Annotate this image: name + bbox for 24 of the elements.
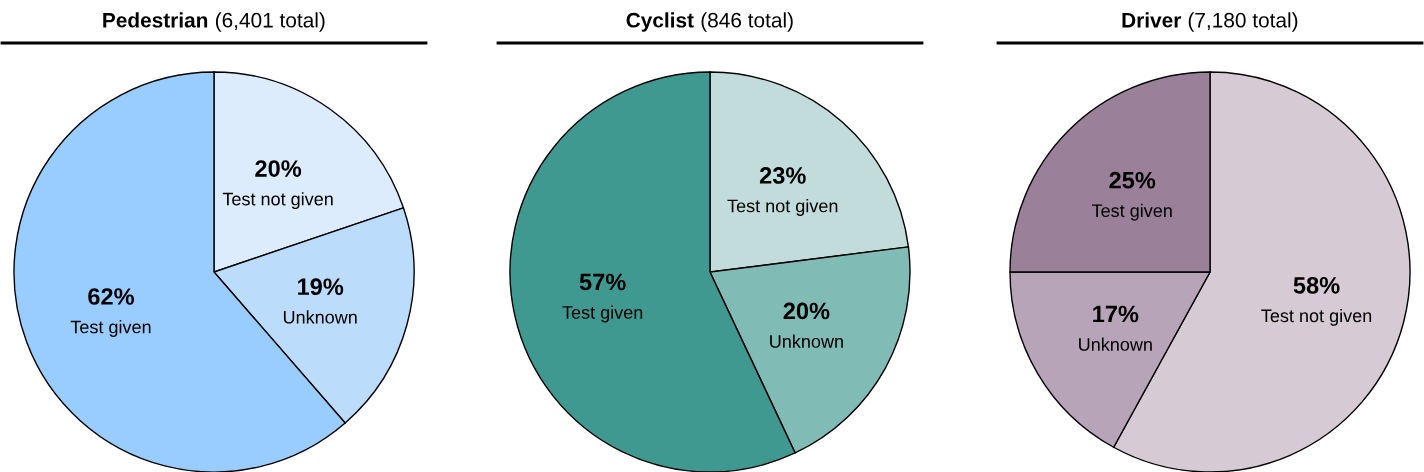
data-label: 57% <box>579 273 626 291</box>
chart-title: Pedestrian <box>103 12 208 28</box>
chart-subtitle: (846 total) <box>701 12 793 32</box>
slice-label: Unknown <box>770 334 843 348</box>
data-label: 19% <box>298 278 344 296</box>
slice-label: Unknown <box>283 310 357 324</box>
data-label: 20% <box>783 302 830 320</box>
chart-subtitle: (7,180 total) <box>1188 12 1298 32</box>
slice-label: Test given <box>562 305 643 323</box>
slice-label: Test not given <box>222 192 333 210</box>
slice-label: Unknown <box>1079 337 1152 351</box>
chart-title: Driver <box>1122 12 1182 28</box>
slice-label: Test not given <box>727 199 838 216</box>
data-label: 23% <box>759 167 806 184</box>
data-label: 20% <box>255 160 302 177</box>
slice-label: Test not given <box>1261 308 1372 326</box>
slice-label: Test given <box>70 320 151 337</box>
data-label: 25% <box>1109 171 1156 189</box>
data-label: 58% <box>1293 276 1340 294</box>
data-label: 62% <box>88 288 134 305</box>
slice-label: Test given <box>1091 203 1172 221</box>
chart-title: Cyclist <box>626 12 694 32</box>
chart-subtitle: (6,401 total) <box>215 12 325 32</box>
data-label: 17% <box>1093 305 1139 323</box>
